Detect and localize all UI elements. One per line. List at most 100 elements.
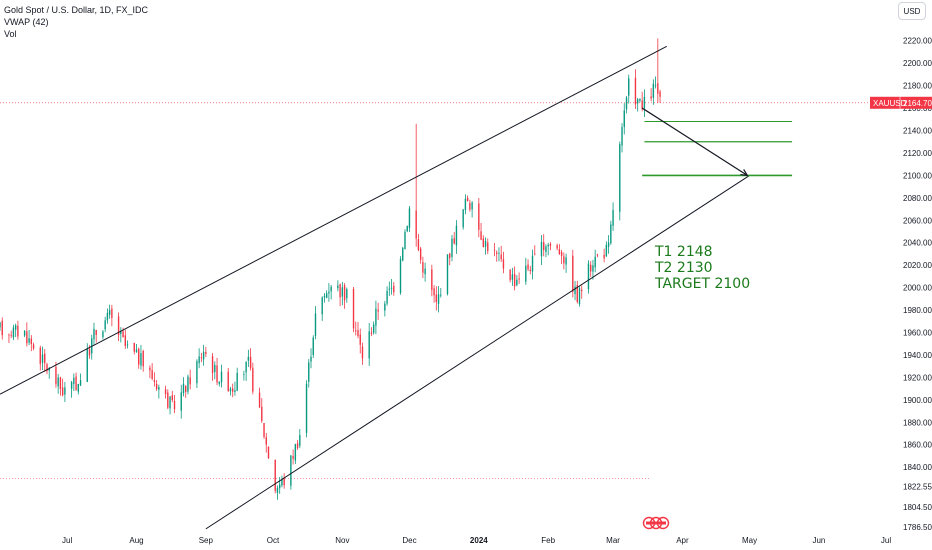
candle <box>117 312 120 341</box>
candle-body <box>57 377 59 387</box>
candle <box>390 278 393 295</box>
candle-body <box>534 253 536 255</box>
candle-body <box>138 348 140 365</box>
candle <box>527 259 529 272</box>
candle-body <box>70 381 73 389</box>
candle-body <box>117 316 120 336</box>
candle <box>435 286 438 311</box>
candle-body <box>581 289 583 292</box>
y-tick-label: 2100.00 <box>903 171 932 180</box>
candle <box>547 242 549 256</box>
candle <box>290 454 292 490</box>
candle <box>314 306 317 340</box>
candle-body <box>357 330 359 337</box>
candle-body <box>73 377 75 385</box>
candle <box>274 459 276 494</box>
candle <box>294 443 297 464</box>
candle-body <box>650 96 652 99</box>
candle <box>202 344 205 366</box>
candle <box>30 335 33 352</box>
candle-body <box>540 241 543 257</box>
candle-body <box>339 284 341 298</box>
candle <box>46 362 48 375</box>
candle <box>352 287 355 333</box>
candle <box>587 260 590 294</box>
candle-body <box>93 328 95 340</box>
candle <box>245 360 247 381</box>
candle-body <box>185 385 187 392</box>
candle-body <box>180 392 182 411</box>
candle-body <box>153 379 156 382</box>
candle <box>496 250 498 262</box>
candle-body <box>88 348 91 356</box>
candle <box>572 249 574 298</box>
candle <box>384 300 386 317</box>
candle <box>563 252 565 270</box>
candle-body <box>187 376 189 392</box>
note-t1: T1 2148 <box>654 244 713 260</box>
time-axis[interactable]: Jul Aug Sep Oct Nov Dec 2024 Feb Mar Apr May Jun Jul <box>62 536 891 545</box>
currency-button[interactable]: USD <box>898 2 926 20</box>
candle-body <box>243 374 245 375</box>
candle <box>574 281 576 301</box>
candle <box>610 220 612 245</box>
candle <box>325 290 328 299</box>
candle-body <box>299 435 301 446</box>
candle-body <box>198 356 200 364</box>
symbol-title[interactable]: Gold Spot / U.S. Dollar, 1D, FX_IDC <box>4 5 149 15</box>
candle <box>305 380 308 438</box>
candle <box>39 345 41 371</box>
x-tick-label: Jul <box>62 536 72 545</box>
candle-body <box>419 248 422 260</box>
candle-body <box>61 387 64 396</box>
candle <box>534 245 536 256</box>
candle-body <box>487 242 489 251</box>
candle-body <box>657 83 659 94</box>
support-level-line <box>0 102 895 479</box>
candle-body <box>377 309 379 312</box>
candle-body <box>111 308 113 318</box>
price-tag-bg <box>870 96 932 109</box>
candle <box>402 246 404 262</box>
candle <box>104 316 106 333</box>
y-tick-label: 2220.00 <box>903 37 932 46</box>
candle <box>75 372 77 391</box>
candle <box>634 69 637 110</box>
vwap-indicator-label[interactable]: VWAP (42) <box>4 17 49 27</box>
y-tick-label: 2060.00 <box>903 216 932 225</box>
candle-body <box>390 287 393 289</box>
candle-body <box>368 331 370 359</box>
candle <box>652 79 655 105</box>
candle <box>408 205 411 232</box>
note-target: TARGET 2100 <box>654 276 750 292</box>
candle <box>55 361 57 388</box>
candle-body <box>167 392 169 408</box>
candle-body <box>621 126 623 146</box>
candle-body <box>628 78 630 96</box>
y-tick-label: 1860.00 <box>903 441 932 450</box>
candle-body <box>202 351 205 360</box>
candle-body <box>261 406 263 422</box>
candle-body <box>636 99 639 104</box>
candle <box>607 235 610 254</box>
candle-body <box>572 255 574 292</box>
candle-body <box>384 303 386 311</box>
price-tag-ticker: XAUUSD <box>873 99 907 108</box>
candle <box>108 304 111 319</box>
candle <box>70 380 73 398</box>
candle-body <box>196 361 198 384</box>
candle-body <box>164 389 167 395</box>
price-axis[interactable]: 2220.002200.002180.002160.002140.002120.… <box>903 37 932 532</box>
candle <box>299 428 301 449</box>
volume-indicator-label[interactable]: Vol <box>4 29 17 39</box>
candle <box>32 342 35 351</box>
candle-body <box>249 356 252 369</box>
candle-body <box>558 249 561 255</box>
candle-body <box>283 478 285 486</box>
candle-body <box>321 297 323 315</box>
candle <box>343 283 346 309</box>
candle <box>73 373 75 392</box>
candle <box>164 385 167 399</box>
